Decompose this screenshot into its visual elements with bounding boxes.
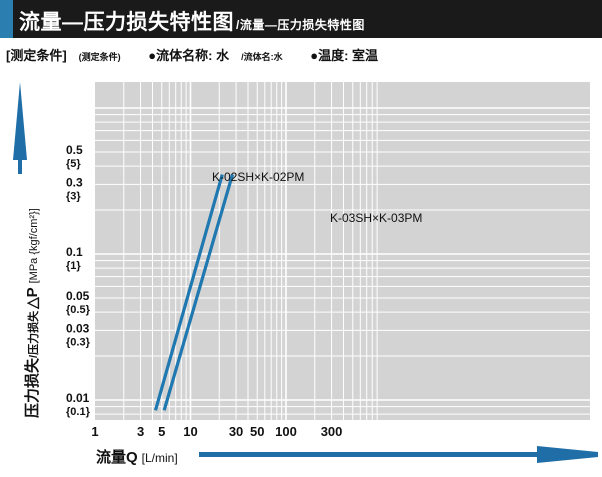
tick-labels: 1 3 5 10 30 50 100 3000.5{5}0.3{3}0.1{1}0.05{0.… [66, 143, 342, 439]
series-label: K-03SH×K-03PM [330, 211, 422, 225]
x-tick-label: 3 [137, 424, 144, 439]
y-axis-arrow-head [13, 82, 27, 160]
y-tick-label: 0.5 [66, 143, 83, 157]
series-line [153, 174, 224, 411]
y-tick-label: 0.3 [66, 175, 83, 189]
y-tick-sublabel: {0.1} [66, 406, 91, 418]
y-tick-label: 0.03 [66, 321, 90, 335]
title-bar: 流量—压力损失特性图/流量—压力损失特性图 [0, 0, 602, 38]
y-tick-label: 0.1 [66, 245, 83, 259]
series-label: K-02SH×K-02PM [212, 170, 304, 184]
x-axis-label: 流量Q [L/min] [96, 448, 178, 466]
y-tick-sublabel: {5} [66, 158, 81, 170]
y-axis-label: 压力损失/压力损失△P[MPa {kgf/cm²}] [23, 208, 41, 418]
series-line [162, 174, 234, 411]
x-tick-label: 5 [158, 424, 165, 439]
condition-fluid: ●流体名称: 水/流体名:水 [148, 48, 283, 63]
x-axis-arrow-shaft [199, 452, 537, 457]
x-tick-label: 50 [250, 424, 264, 439]
page-title: 流量—压力损失特性图/流量—压力损失特性图 [19, 6, 365, 36]
title-accent [0, 0, 13, 38]
y-tick-sublabel: {0.3} [66, 336, 91, 348]
title-subtitle: /流量—压力损失特性图 [236, 18, 365, 32]
x-tick-label: 1 [91, 424, 98, 439]
condition-temperature: ●温度: 室温 [310, 48, 379, 63]
x-tick-label: 300 [321, 424, 343, 439]
x-axis-arrow-head [537, 446, 598, 463]
y-axis-arrow-shaft [18, 160, 22, 174]
condition-measure: [测定条件] (测定条件) [6, 48, 121, 63]
y-tick-sublabel: {0.5} [66, 304, 91, 316]
y-tick-sublabel: {3} [66, 190, 81, 202]
series-lines: K-02SH×K-02PM K-03SH×K-03PM [153, 170, 422, 411]
y-tick-sublabel: {1} [66, 260, 81, 272]
test-conditions: [测定条件] (测定条件) ●流体名称: 水/流体名:水 ●温度: 室温 [6, 45, 390, 64]
axis-labels: 流量Q [L/min] 压力损失/压力损失△P[MPa {kgf/cm²}] [13, 82, 598, 466]
y-tick-label: 0.01 [66, 391, 90, 405]
x-tick-label: 30 [229, 424, 243, 439]
y-tick-label: 0.05 [66, 289, 90, 303]
x-tick-label: 10 [183, 424, 197, 439]
x-tick-label: 100 [275, 424, 297, 439]
title-main: 流量—压力损失特性图 [19, 11, 234, 34]
